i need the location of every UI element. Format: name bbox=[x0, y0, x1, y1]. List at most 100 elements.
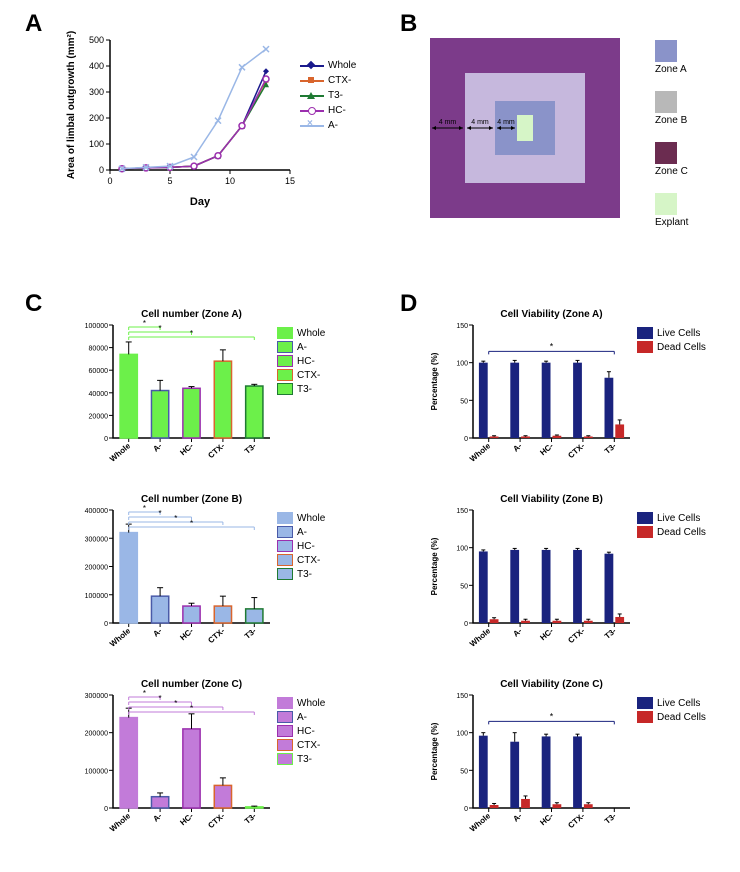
svg-text:Cell number (Zone A): Cell number (Zone A) bbox=[141, 309, 242, 320]
svg-text:50: 50 bbox=[460, 768, 468, 775]
svg-text:Cell Viability (Zone C): Cell Viability (Zone C) bbox=[500, 679, 603, 690]
svg-text:A-: A- bbox=[511, 811, 524, 824]
svg-text:Percentage (%): Percentage (%) bbox=[430, 537, 439, 595]
svg-text:*: * bbox=[174, 699, 177, 708]
svg-text:T3-: T3- bbox=[603, 626, 618, 641]
svg-text:300000: 300000 bbox=[85, 693, 108, 700]
svg-text:Whole: Whole bbox=[108, 811, 133, 834]
svg-text:4 mm: 4 mm bbox=[497, 119, 515, 126]
svg-text:Area of limbal outgrowth (mm²): Area of limbal outgrowth (mm²) bbox=[66, 31, 77, 179]
svg-text:Day: Day bbox=[190, 196, 211, 208]
svg-text:T3-: T3- bbox=[243, 811, 258, 826]
svg-text:200000: 200000 bbox=[85, 565, 108, 572]
svg-text:*: * bbox=[550, 341, 554, 351]
svg-text:Whole: Whole bbox=[108, 626, 133, 649]
svg-text:A-: A- bbox=[511, 441, 524, 454]
svg-text:Cell Viability (Zone A): Cell Viability (Zone A) bbox=[500, 309, 602, 320]
svg-text:A-: A- bbox=[151, 626, 164, 639]
svg-text:150: 150 bbox=[456, 508, 468, 515]
svg-text:Percentage (%): Percentage (%) bbox=[430, 352, 439, 410]
panel-b-legend: Zone AZone BZone CExplant bbox=[655, 40, 688, 244]
svg-text:CTX-: CTX- bbox=[206, 811, 226, 830]
svg-text:0: 0 bbox=[104, 436, 108, 443]
panel-a-label: A bbox=[25, 10, 42, 38]
svg-text:Cell number (Zone C): Cell number (Zone C) bbox=[141, 679, 242, 690]
svg-text:0: 0 bbox=[104, 621, 108, 628]
svg-text:150: 150 bbox=[456, 693, 468, 700]
svg-text:300: 300 bbox=[89, 87, 104, 97]
svg-text:0: 0 bbox=[99, 165, 104, 175]
svg-text:*: * bbox=[174, 514, 177, 523]
svg-text:T3-: T3- bbox=[243, 441, 258, 456]
svg-text:0: 0 bbox=[464, 806, 468, 813]
svg-text:80000: 80000 bbox=[89, 346, 109, 353]
svg-text:300000: 300000 bbox=[85, 536, 108, 543]
svg-text:500: 500 bbox=[89, 35, 104, 45]
svg-text:Whole: Whole bbox=[468, 441, 493, 464]
svg-text:400: 400 bbox=[89, 61, 104, 71]
svg-text:100: 100 bbox=[89, 139, 104, 149]
svg-text:0: 0 bbox=[464, 436, 468, 443]
svg-text:A-: A- bbox=[511, 626, 524, 639]
svg-text:CTX-: CTX- bbox=[566, 811, 586, 830]
svg-text:5: 5 bbox=[167, 176, 172, 186]
svg-text:0: 0 bbox=[104, 806, 108, 813]
svg-text:10: 10 bbox=[225, 176, 235, 186]
svg-text:200000: 200000 bbox=[85, 731, 108, 738]
svg-text:T3-: T3- bbox=[243, 626, 258, 641]
svg-text:15: 15 bbox=[285, 176, 295, 186]
svg-text:T3-: T3- bbox=[603, 441, 618, 456]
panel-d-label: D bbox=[400, 290, 417, 318]
svg-text:CTX-: CTX- bbox=[566, 441, 586, 460]
svg-text:200: 200 bbox=[89, 113, 104, 123]
svg-text:100000: 100000 bbox=[85, 768, 108, 775]
svg-text:CTX-: CTX- bbox=[206, 626, 226, 645]
svg-text:4 mm: 4 mm bbox=[471, 119, 489, 126]
svg-text:HC-: HC- bbox=[178, 441, 195, 457]
svg-text:0: 0 bbox=[107, 176, 112, 186]
svg-text:Whole: Whole bbox=[468, 626, 493, 649]
svg-text:A-: A- bbox=[151, 441, 164, 454]
svg-text:0: 0 bbox=[464, 621, 468, 628]
svg-text:*: * bbox=[190, 704, 193, 713]
svg-text:150: 150 bbox=[456, 323, 468, 330]
svg-text:CTX-: CTX- bbox=[206, 441, 226, 460]
svg-text:HC-: HC- bbox=[178, 626, 195, 642]
svg-text:*: * bbox=[143, 319, 146, 328]
svg-text:20000: 20000 bbox=[89, 413, 109, 420]
svg-text:*: * bbox=[159, 694, 162, 703]
svg-text:Cell number (Zone B): Cell number (Zone B) bbox=[141, 494, 242, 505]
figure-root: A 0100200300400500051015DayArea of limba… bbox=[10, 10, 730, 862]
panel-c-label: C bbox=[25, 290, 42, 318]
svg-text:HC-: HC- bbox=[178, 811, 195, 827]
svg-text:Cell Viability (Zone B): Cell Viability (Zone B) bbox=[500, 494, 603, 505]
panel-a-legend: WholeCTX-T3-HC-×A- bbox=[300, 60, 356, 135]
panel-a-chart: 0 100 200 300 400 500 0 5 10 15 Day Area of limbal … bbox=[60, 30, 300, 210]
svg-text:Whole: Whole bbox=[108, 441, 133, 464]
svg-text:HC-: HC- bbox=[538, 441, 555, 457]
svg-text:50: 50 bbox=[460, 398, 468, 405]
svg-text:100000: 100000 bbox=[85, 323, 108, 330]
svg-text:100: 100 bbox=[456, 546, 468, 553]
svg-text:*: * bbox=[190, 519, 193, 528]
svg-text:CTX-: CTX- bbox=[566, 626, 586, 645]
svg-text:400000: 400000 bbox=[85, 508, 108, 515]
svg-text:*: * bbox=[143, 689, 146, 698]
svg-text:100: 100 bbox=[456, 731, 468, 738]
svg-text:Whole: Whole bbox=[468, 811, 493, 834]
svg-text:*: * bbox=[159, 509, 162, 518]
svg-text:A-: A- bbox=[151, 811, 164, 824]
svg-text:HC-: HC- bbox=[538, 626, 555, 642]
svg-text:*: * bbox=[143, 504, 146, 513]
svg-text:4 mm: 4 mm bbox=[439, 119, 457, 126]
svg-text:Percentage (%): Percentage (%) bbox=[430, 722, 439, 780]
svg-text:*: * bbox=[159, 324, 162, 333]
panel-b-diagram: 4 mm 4 mm 4 mm bbox=[415, 30, 635, 225]
svg-text:60000: 60000 bbox=[89, 368, 109, 375]
svg-text:100000: 100000 bbox=[85, 593, 108, 600]
svg-text:*: * bbox=[190, 329, 193, 338]
svg-text:HC-: HC- bbox=[538, 811, 555, 827]
svg-text:100: 100 bbox=[456, 361, 468, 368]
svg-text:40000: 40000 bbox=[89, 391, 109, 398]
svg-text:50: 50 bbox=[460, 583, 468, 590]
